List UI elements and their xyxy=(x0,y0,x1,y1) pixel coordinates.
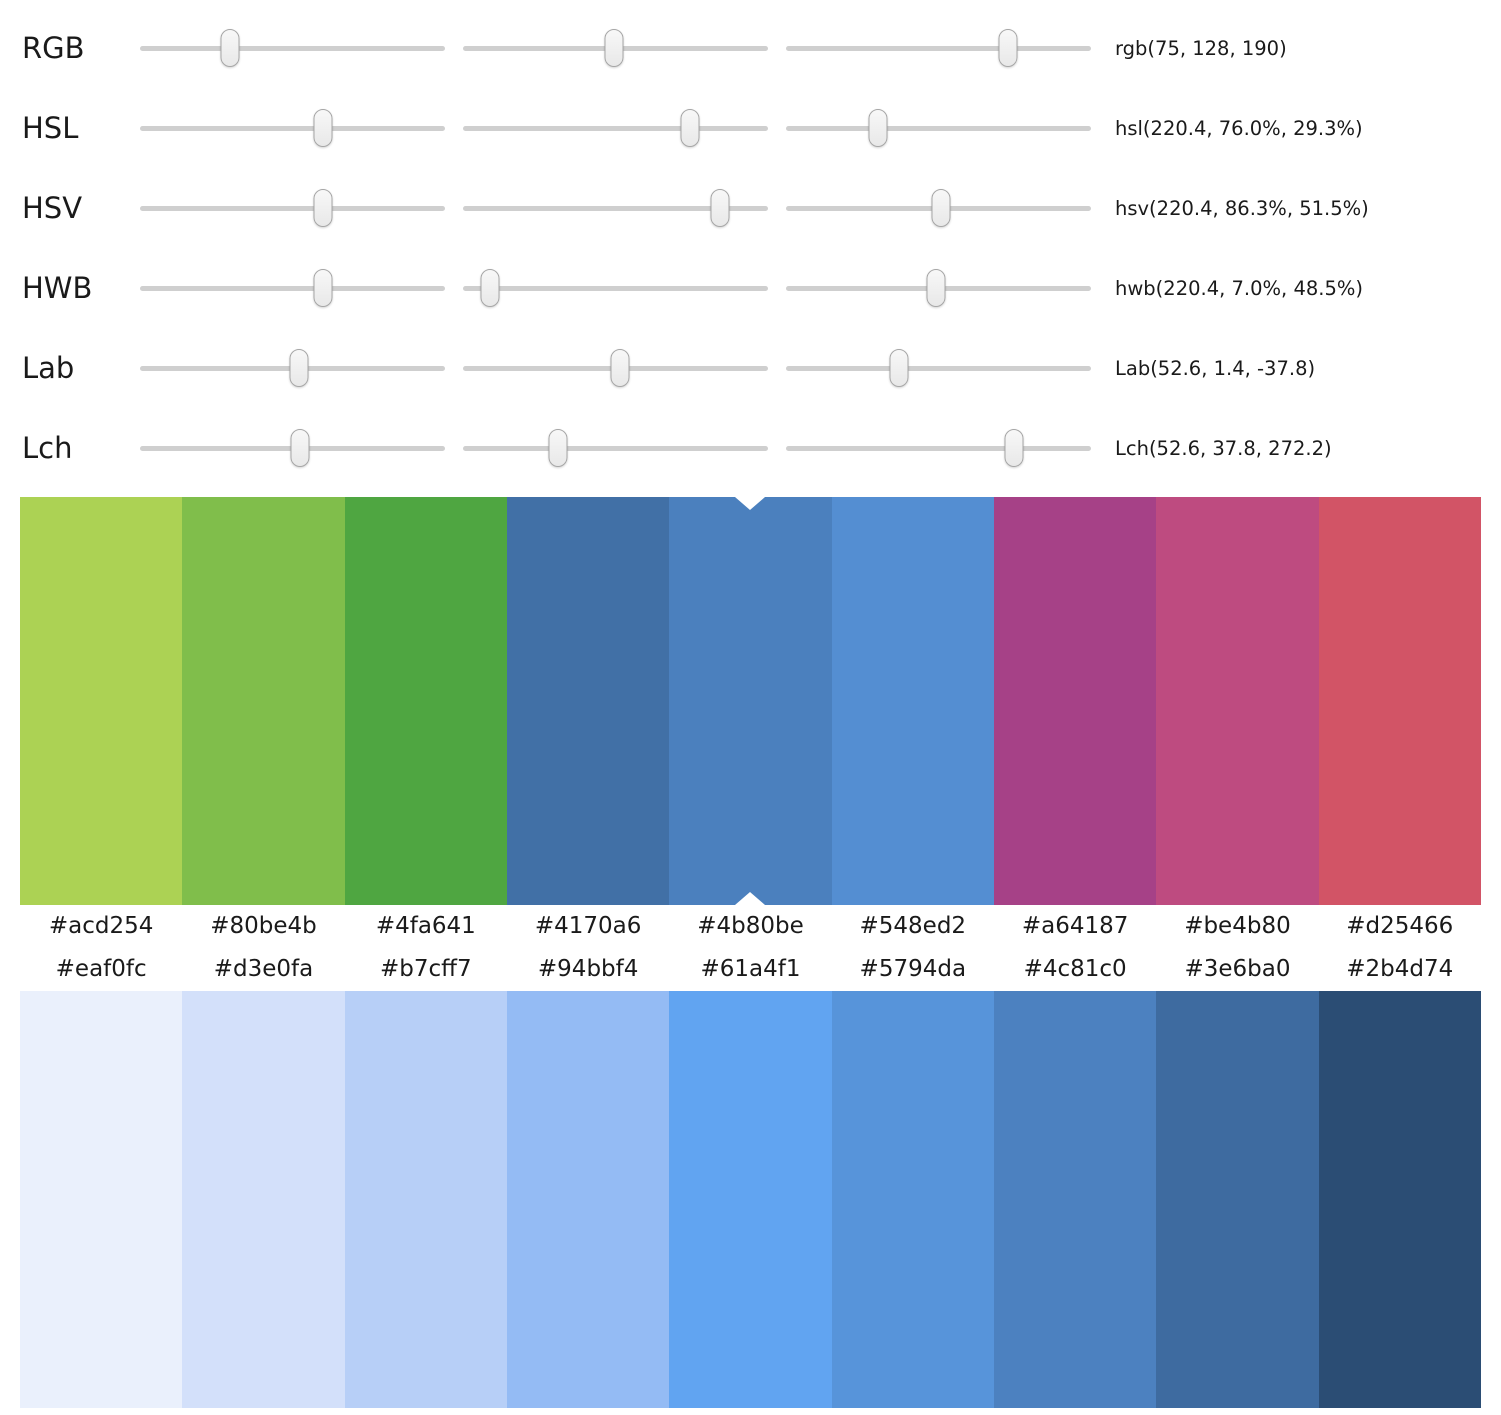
shade-palette xyxy=(20,991,1481,1408)
shade-hex-label-2: #d3e0fa xyxy=(213,956,314,982)
hwb-slider-thumb-2[interactable] xyxy=(480,269,500,307)
lch-slider-track-1[interactable] xyxy=(140,429,445,467)
lch-slider-track-3[interactable] xyxy=(786,429,1091,467)
harmony-hex-label-3: #4fa641 xyxy=(375,913,476,939)
rgb-slider-thumb-2[interactable] xyxy=(604,29,624,67)
harmony-hex-label-5: #4b80be xyxy=(697,913,804,939)
hsl-slider-thumb-3[interactable] xyxy=(868,109,888,147)
lch-value-readout: Lch(52.6, 37.8, 272.2) xyxy=(1115,436,1332,460)
hsv-slider-track-3[interactable] xyxy=(786,189,1091,227)
harmony-swatch-3[interactable] xyxy=(344,497,507,905)
hsl-slider-thumb-1[interactable] xyxy=(313,109,333,147)
lch-slider-thumb-3[interactable] xyxy=(1004,429,1024,467)
shade-swatch-3[interactable] xyxy=(344,991,507,1408)
rgb-value-readout: rgb(75, 128, 190) xyxy=(1115,36,1287,60)
shade-hex-label-9: #2b4d74 xyxy=(1346,956,1454,982)
lch-slider-thumb-2[interactable] xyxy=(548,429,568,467)
slider-row-rgb: RGB rgb(75, 128, 190) xyxy=(0,8,1501,88)
lab-slider-track-3[interactable] xyxy=(786,349,1091,387)
hsv-row-label: HSV xyxy=(22,191,83,225)
slider-row-lab: Lab Lab(52.6, 1.4, -37.8) xyxy=(0,328,1501,408)
hsv-slider-track-1[interactable] xyxy=(140,189,445,227)
slider-row-hsv: HSV hsv(220.4, 86.3%, 51.5%) xyxy=(0,168,1501,248)
hsv-slider-thumb-1[interactable] xyxy=(313,189,333,227)
lab-value-readout: Lab(52.6, 1.4, -37.8) xyxy=(1115,356,1316,380)
harmony-hex-label-7: #a64187 xyxy=(1021,913,1129,939)
harmony-hex-label-2: #80be4b xyxy=(210,913,317,939)
rgb-slider-thumb-3[interactable] xyxy=(998,29,1018,67)
shade-swatch-5[interactable] xyxy=(669,991,832,1408)
shade-hex-label-7: #4c81c0 xyxy=(1023,956,1127,982)
hsv-slider-track-2[interactable] xyxy=(463,189,768,227)
hsl-slider-track-3[interactable] xyxy=(786,109,1091,147)
shade-swatch-8[interactable] xyxy=(1156,991,1319,1408)
shade-hex-label-8: #3e6ba0 xyxy=(1184,956,1291,982)
harmony-hex-labels: #acd254 #80be4b #4fa641 #4170a6 #4b80be #548e… xyxy=(20,905,1481,948)
harmony-swatch-5[interactable] xyxy=(669,497,832,905)
shade-swatch-2[interactable] xyxy=(182,991,345,1408)
shade-hex-label-3: #b7cff7 xyxy=(380,956,472,982)
slider-row-lch: Lch Lch(52.6, 37.8, 272.2) xyxy=(0,408,1501,488)
shade-hex-label-1: #eaf0fc xyxy=(55,956,147,982)
shade-swatch-1[interactable] xyxy=(20,991,183,1408)
hwb-slider-track-2[interactable] xyxy=(463,269,768,307)
hwb-slider-track-1[interactable] xyxy=(140,269,445,307)
hsl-slider-track-1[interactable] xyxy=(140,109,445,147)
harmony-hex-label-6: #548ed2 xyxy=(859,913,967,939)
lab-slider-thumb-2[interactable] xyxy=(610,349,630,387)
hwb-slider-thumb-3[interactable] xyxy=(926,269,946,307)
hsl-value-readout: hsl(220.4, 76.0%, 29.3%) xyxy=(1115,116,1363,140)
shade-hex-label-5: #61a4f1 xyxy=(700,956,801,982)
harmony-hex-label-9: #d25466 xyxy=(1346,913,1454,939)
slider-row-hwb: HWB hwb(220.4, 7.0%, 48.5%) xyxy=(0,248,1501,328)
shade-swatch-4[interactable] xyxy=(506,991,670,1408)
hsl-slider-track-2[interactable] xyxy=(463,109,768,147)
lch-row-label: Lch xyxy=(22,431,73,465)
harmony-swatch-9[interactable] xyxy=(1318,497,1481,905)
shade-hex-label-4: #94bbf4 xyxy=(537,956,639,982)
lab-row-label: Lab xyxy=(22,351,75,385)
shade-hex-labels: #eaf0fc #d3e0fa #b7cff7 #94bbf4 #61a4f1 #5794… xyxy=(20,948,1481,991)
rgb-slider-track-2[interactable] xyxy=(463,29,768,67)
rgb-slider-track-1[interactable] xyxy=(140,29,445,67)
lab-slider-track-1[interactable] xyxy=(140,349,445,387)
harmony-swatch-7[interactable] xyxy=(993,497,1157,905)
harmony-hex-label-4: #4170a6 xyxy=(534,913,642,939)
hsl-slider-thumb-2[interactable] xyxy=(680,109,700,147)
rgb-slider-track-3[interactable] xyxy=(786,29,1091,67)
hwb-row-label: HWB xyxy=(22,271,93,305)
hwb-value-readout: hwb(220.4, 7.0%, 48.5%) xyxy=(1115,276,1364,300)
shade-swatch-6[interactable] xyxy=(831,991,994,1408)
harmony-hex-label-1: #acd254 xyxy=(48,913,154,939)
hsv-slider-thumb-3[interactable] xyxy=(931,189,951,227)
hsv-slider-thumb-2[interactable] xyxy=(710,189,730,227)
shade-swatch-7[interactable] xyxy=(993,991,1157,1408)
lch-slider-thumb-1[interactable] xyxy=(290,429,310,467)
harmony-hex-label-8: #be4b80 xyxy=(1184,913,1291,939)
lab-slider-thumb-1[interactable] xyxy=(289,349,309,387)
hsv-value-readout: hsv(220.4, 86.3%, 51.5%) xyxy=(1115,196,1369,220)
hwb-slider-thumb-1[interactable] xyxy=(313,269,333,307)
rgb-row-label: RGB xyxy=(22,31,85,65)
hsl-row-label: HSL xyxy=(22,111,79,145)
slider-panel: RGB rgb(75, 128, 190) HSL hsl(220.4, 76.0%,… xyxy=(0,0,1501,488)
shade-swatch-9[interactable] xyxy=(1318,991,1481,1408)
harmony-swatch-6[interactable] xyxy=(831,497,994,905)
selected-swatch-notch-top xyxy=(735,497,766,510)
harmony-palette xyxy=(20,497,1481,905)
harmony-swatch-2[interactable] xyxy=(182,497,345,905)
harmony-swatch-1[interactable] xyxy=(20,497,183,905)
lab-slider-track-2[interactable] xyxy=(463,349,768,387)
rgb-slider-thumb-1[interactable] xyxy=(220,29,240,67)
selected-swatch-notch-bottom xyxy=(735,892,766,905)
shade-hex-label-6: #5794da xyxy=(859,956,967,982)
hwb-slider-track-3[interactable] xyxy=(786,269,1091,307)
lab-slider-thumb-3[interactable] xyxy=(889,349,909,387)
slider-row-hsl: HSL hsl(220.4, 76.0%, 29.3%) xyxy=(0,88,1501,168)
harmony-swatch-4[interactable] xyxy=(506,497,670,905)
lch-slider-track-2[interactable] xyxy=(463,429,768,467)
harmony-swatch-8[interactable] xyxy=(1156,497,1319,905)
